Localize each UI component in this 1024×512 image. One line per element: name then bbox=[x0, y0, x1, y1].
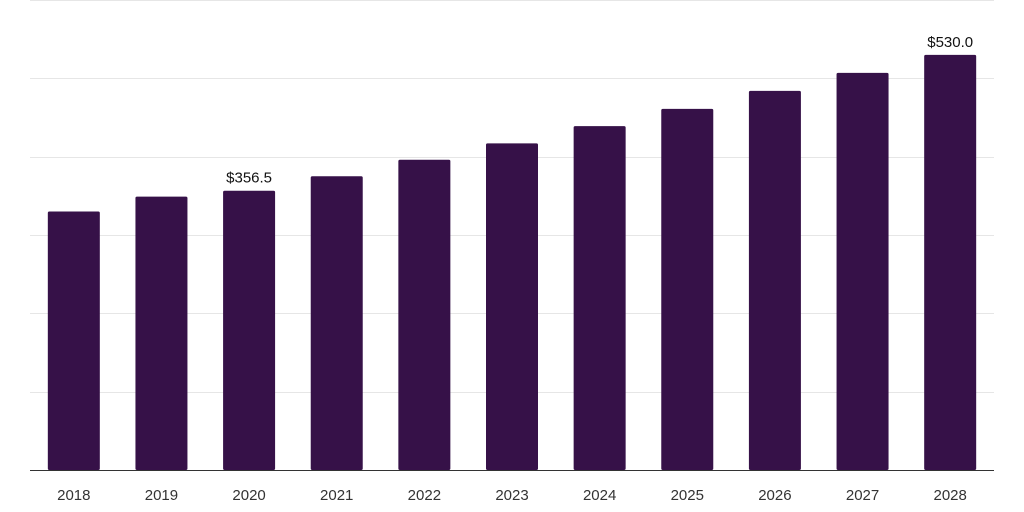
x-tick-label: 2028 bbox=[933, 487, 966, 504]
bar-2021 bbox=[310, 176, 363, 470]
bar-2028 bbox=[924, 54, 977, 470]
bar-2022 bbox=[398, 159, 451, 471]
x-tick-label: 2027 bbox=[846, 487, 879, 504]
x-tick-label: 2019 bbox=[145, 487, 178, 504]
x-tick-label: 2024 bbox=[583, 487, 616, 504]
x-tick-label: 2020 bbox=[232, 487, 265, 504]
x-tick-label: 2021 bbox=[320, 487, 353, 504]
x-tick-label: 2026 bbox=[758, 487, 791, 504]
x-tick-label: 2023 bbox=[495, 487, 528, 504]
data-labels: $356.5 $530.0 bbox=[226, 34, 973, 187]
x-tick-labels: 2018 2019 2020 2021 2022 2023 2024 2025 2026 2027… bbox=[57, 487, 967, 504]
bar-2027 bbox=[836, 72, 889, 470]
x-tick-label: 2018 bbox=[57, 487, 90, 504]
bar-2025 bbox=[661, 108, 714, 470]
data-label-2028: $530.0 bbox=[927, 34, 973, 51]
x-tick-label: 2022 bbox=[408, 487, 441, 504]
bar-2023 bbox=[486, 143, 538, 470]
x-tick-label: 2025 bbox=[671, 487, 704, 504]
bar-2019 bbox=[135, 196, 188, 470]
data-label-2020: $356.5 bbox=[226, 170, 272, 187]
bar-2024 bbox=[573, 126, 626, 471]
bar-2020 bbox=[223, 190, 276, 471]
bar-2026 bbox=[748, 90, 801, 471]
bar-2018 bbox=[47, 211, 100, 470]
bars bbox=[47, 54, 977, 471]
